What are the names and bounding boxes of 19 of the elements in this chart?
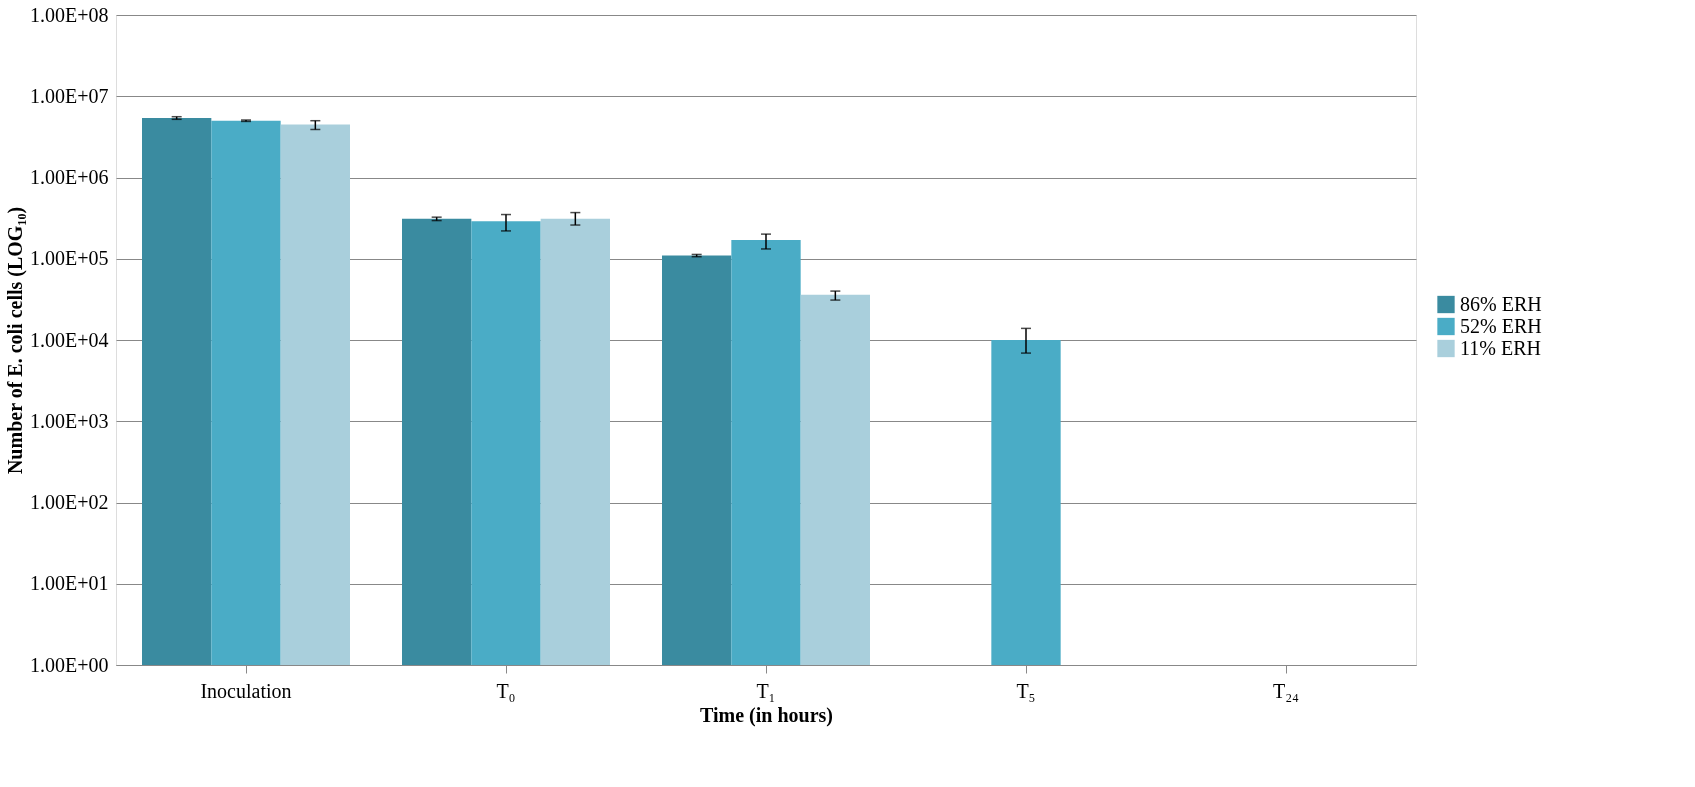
y-tick-label: 1.00E+00 xyxy=(30,653,109,676)
y-tick-label: 1.00E+05 xyxy=(30,247,109,270)
y-axis-title: Number of E. coli cells (LOG₁₀) xyxy=(4,206,27,475)
legend-label: 52% ERH xyxy=(1460,314,1542,337)
y-tick-label: 1.00E+04 xyxy=(30,328,109,351)
x-tick-label: T₅ xyxy=(1016,679,1036,702)
x-axis-title: Time (in hours) xyxy=(700,703,833,727)
legend-label: 86% ERH xyxy=(1460,292,1542,315)
x-tick-label: T₀ xyxy=(496,679,516,702)
y-tick-label: 1.00E+06 xyxy=(30,166,109,188)
x-tick-label: T₁ xyxy=(756,679,776,702)
x-tick-label: Inoculation xyxy=(200,679,292,702)
y-tick-label: 1.00E+01 xyxy=(30,572,109,595)
y-tick-label: 1.00E+07 xyxy=(30,84,109,107)
y-tick-label: 1.00E+03 xyxy=(30,409,109,432)
y-tick-label: 1.00E+02 xyxy=(30,491,109,513)
y-tick-label: 1.00E+08 xyxy=(30,3,109,26)
x-tick-label: T₂₄ xyxy=(1272,679,1300,702)
legend-label: 11% ERH xyxy=(1460,336,1541,359)
